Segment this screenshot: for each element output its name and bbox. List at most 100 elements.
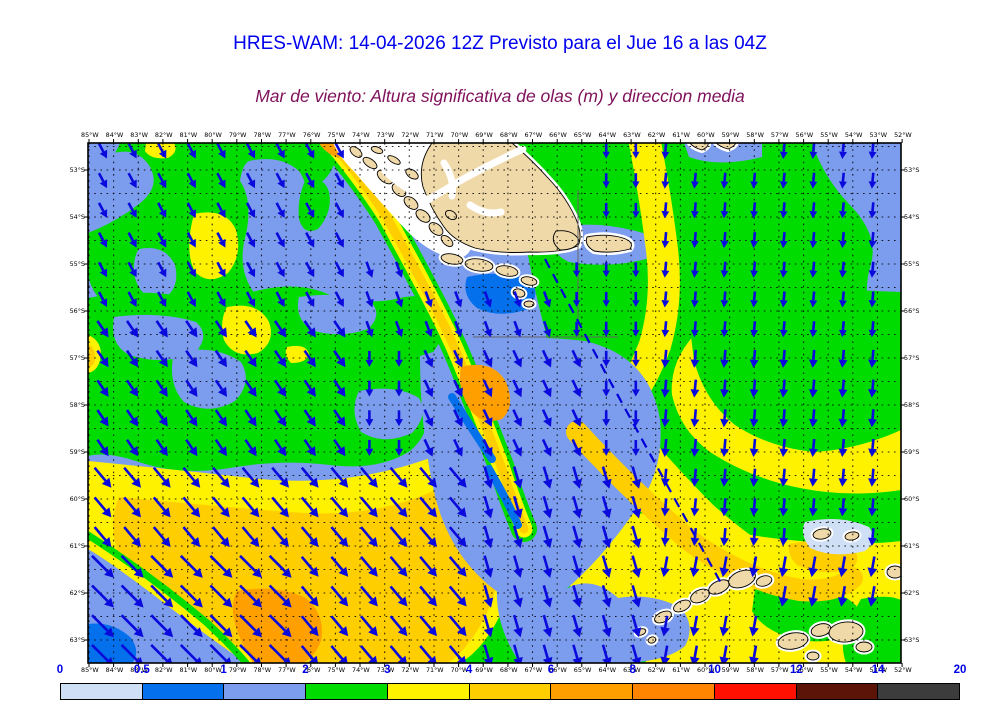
lon-tick-label: 78°W <box>253 131 272 139</box>
lon-tick-label: 69°W <box>475 131 493 139</box>
colorbar-value-label: 3 <box>384 664 391 676</box>
lat-tick-label: 59°S <box>69 448 85 456</box>
colorbar-value-label: 6 <box>547 664 555 676</box>
colorbar-cell <box>61 684 143 699</box>
lat-tick-label: 61°S <box>904 542 920 550</box>
lon-tick-label: 67°W <box>524 666 543 674</box>
colorbar-cell <box>224 684 307 699</box>
lon-tick-label: 63°W <box>623 131 641 139</box>
colorbar-value-label: 1 <box>220 664 227 676</box>
lon-tick-label: 81°W <box>179 131 198 139</box>
lon-tick-label: 84°W <box>105 666 124 674</box>
lon-tick-label: 57°W <box>770 131 789 139</box>
lon-tick-label: 66°W <box>549 131 567 139</box>
colorbar-cell <box>878 684 960 699</box>
colorbar-value-label: 10 <box>708 664 721 676</box>
lon-tick-label: 52°W <box>894 666 912 674</box>
lon-tick-label: 73°W <box>376 131 395 139</box>
lon-tick-label: 57°W <box>770 666 789 674</box>
lon-tick-label: 77°W <box>278 666 296 674</box>
wave-height-regions <box>88 143 901 663</box>
lon-tick-label: 75°W <box>327 666 346 674</box>
lat-tick-label: 56°S <box>69 307 85 315</box>
lon-tick-label: 71°W <box>425 666 444 674</box>
colorbar-cell <box>714 684 797 699</box>
lon-tick-label: 71°W <box>425 131 444 139</box>
lon-tick-label: 63°W <box>623 666 641 674</box>
lon-tick-label: 82°W <box>154 131 173 139</box>
page-subtitle: Mar de viento: Altura significativa de o… <box>255 86 745 106</box>
lon-tick-label: 52°W <box>894 131 912 139</box>
colorbar-cell <box>142 684 225 699</box>
colorbar-cell <box>551 684 634 699</box>
lon-tick-label: 83°W <box>130 131 148 139</box>
lon-tick-label: 53°W <box>869 666 888 674</box>
colorbar-value-label: 0.5 <box>133 664 150 676</box>
lat-tick-label: 53°S <box>904 166 920 174</box>
lon-tick-label: 80°W <box>204 131 222 139</box>
lon-tick-label: 58°W <box>746 131 764 139</box>
colorbar-value-label: 2 <box>302 664 309 676</box>
lon-tick-label: 69°W <box>475 666 493 674</box>
lat-tick-label: 62°S <box>904 589 920 597</box>
lat-tick-label: 61°S <box>69 542 85 550</box>
colorbar <box>60 683 960 700</box>
lat-tick-label: 56°S <box>904 307 920 315</box>
map-field <box>88 143 901 663</box>
border-lines <box>473 190 618 338</box>
lat-tick-label: 55°S <box>69 260 85 268</box>
lat-tick-label: 60°S <box>904 495 920 503</box>
colorbar-cell <box>469 684 552 699</box>
page-title: HRES-WAM: 14-04-2026 12Z Previsto para e… <box>233 33 767 54</box>
lat-tick-label: 54°S <box>904 213 920 221</box>
colorbar-cell <box>306 684 388 699</box>
lat-tick-label: 55°S <box>904 260 920 268</box>
lon-tick-label: 84°W <box>105 131 124 139</box>
lat-tick-label: 57°S <box>904 354 920 362</box>
lon-tick-label: 68°W <box>499 666 518 674</box>
lat-tick-label: 62°S <box>69 589 85 597</box>
lon-tick-label: 74°W <box>352 666 370 674</box>
colorbar-cell <box>796 684 879 699</box>
lon-tick-label: 55°W <box>820 666 838 674</box>
lon-tick-label: 72°W <box>401 131 419 139</box>
lat-tick-label: 58°S <box>904 401 920 409</box>
lon-tick-label: 85°W <box>81 666 99 674</box>
lon-tick-label: 75°W <box>327 131 346 139</box>
lon-tick-label: 56°W <box>795 131 814 139</box>
lon-tick-label: 72°W <box>401 666 419 674</box>
lon-tick-label: 53°W <box>869 131 888 139</box>
lon-tick-label: 73°W <box>376 666 395 674</box>
lon-tick-label: 70°W <box>450 131 469 139</box>
lon-tick-label: 56°W <box>795 666 814 674</box>
lat-tick-label: 58°S <box>69 401 85 409</box>
lon-tick-label: 77°W <box>278 131 296 139</box>
lon-tick-label: 79°W <box>228 666 247 674</box>
lon-tick-label: 83°W <box>130 666 148 674</box>
lon-tick-label: 79°W <box>228 131 247 139</box>
lon-tick-label: 59°W <box>721 131 740 139</box>
frame-ticks <box>84 139 905 667</box>
colorbar-value-label: 14 <box>871 664 885 676</box>
lon-tick-label: 66°W <box>549 666 567 674</box>
route-dashed-line <box>544 258 723 586</box>
lon-tick-label: 76°W <box>302 666 321 674</box>
lon-tick-label: 55°W <box>820 131 838 139</box>
lon-tick-label: 65°W <box>573 666 592 674</box>
lon-tick-label: 58°W <box>746 666 764 674</box>
colorbar-cell <box>633 684 715 699</box>
lon-tick-label: 78°W <box>253 666 272 674</box>
lat-tick-label: 60°S <box>69 495 85 503</box>
colorbar-value-label: 0 <box>56 664 64 676</box>
lon-tick-label: 74°W <box>352 131 370 139</box>
lon-tick-label: 68°W <box>499 131 518 139</box>
lon-tick-label: 60°W <box>697 131 715 139</box>
wave-direction-arrows <box>91 143 878 663</box>
colorbar-cell <box>387 684 470 699</box>
lon-tick-label: 62°W <box>647 131 666 139</box>
lon-tick-label: 61°W <box>672 131 691 139</box>
lon-tick-label: 64°W <box>598 131 617 139</box>
lon-tick-label: 82°W <box>154 666 173 674</box>
lon-tick-label: 76°W <box>302 131 321 139</box>
